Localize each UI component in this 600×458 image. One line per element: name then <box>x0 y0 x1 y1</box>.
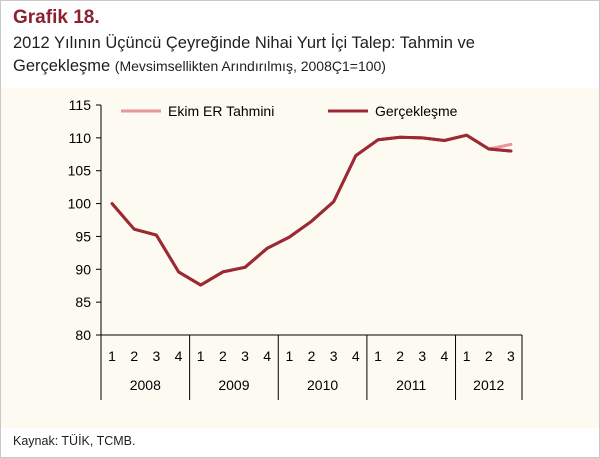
year-label-2010: 2010 <box>307 377 338 393</box>
year-label-2008: 2008 <box>130 377 161 393</box>
y-tick-label-115: 115 <box>69 97 92 113</box>
y-tick-label-80: 80 <box>75 327 91 343</box>
series-line-actual-top <box>110 133 513 287</box>
chart-title-main: Gerçekleşme <box>13 57 111 75</box>
quarter-label-4: 1 <box>197 348 205 364</box>
quarter-label-9: 2 <box>308 348 316 364</box>
quarter-label-0: 1 <box>108 348 116 364</box>
year-label-2012: 2012 <box>473 377 504 393</box>
source-note: Kaynak: TÜİK, TCMB. <box>13 434 136 448</box>
quarter-label-1: 2 <box>130 348 138 364</box>
quarter-label-10: 3 <box>330 348 338 364</box>
y-tick-label-85: 85 <box>75 294 91 310</box>
quarter-label-17: 2 <box>485 348 493 364</box>
chart-subtitle: (Mevsimsellikten Arındırılmış, 2008Ç1=10… <box>114 58 386 74</box>
quarter-label-3: 4 <box>175 348 183 364</box>
figure-label: Grafik 18. <box>13 7 100 28</box>
y-tick-label-90: 90 <box>75 261 91 277</box>
legend-label-1: Gerçekleşme <box>375 103 458 119</box>
quarter-label-6: 3 <box>241 348 249 364</box>
quarter-label-12: 1 <box>374 348 382 364</box>
year-label-2009: 2009 <box>218 377 249 393</box>
quarter-label-16: 1 <box>463 348 471 364</box>
year-label-2011: 2011 <box>396 377 426 393</box>
quarter-label-14: 3 <box>418 348 426 364</box>
quarter-label-5: 2 <box>219 348 227 364</box>
quarter-label-2: 3 <box>152 348 160 364</box>
legend-label-0: Ekim ER Tahmini <box>168 103 274 119</box>
quarter-label-18: 3 <box>507 348 515 364</box>
y-tick-label-105: 105 <box>68 163 92 179</box>
chart-title-line1: 2012 Yılının Üçüncü Çeyreğinde Nihai Yur… <box>13 34 475 52</box>
y-tick-label-95: 95 <box>75 228 91 244</box>
quarter-label-15: 4 <box>441 348 449 364</box>
figure-header: Grafik 18. 2012 Yılının Üçüncü Çeyreğind… <box>1 1 599 87</box>
quarter-label-8: 1 <box>285 348 293 364</box>
y-tick-label-110: 110 <box>69 130 92 146</box>
chart-title-line2: Gerçekleşme (Mevsimsellikten Arındırılmı… <box>13 57 386 76</box>
quarter-label-13: 2 <box>396 348 404 364</box>
y-tick-label-100: 100 <box>68 196 92 212</box>
quarter-label-11: 4 <box>352 348 360 364</box>
quarter-label-7: 4 <box>263 348 271 364</box>
